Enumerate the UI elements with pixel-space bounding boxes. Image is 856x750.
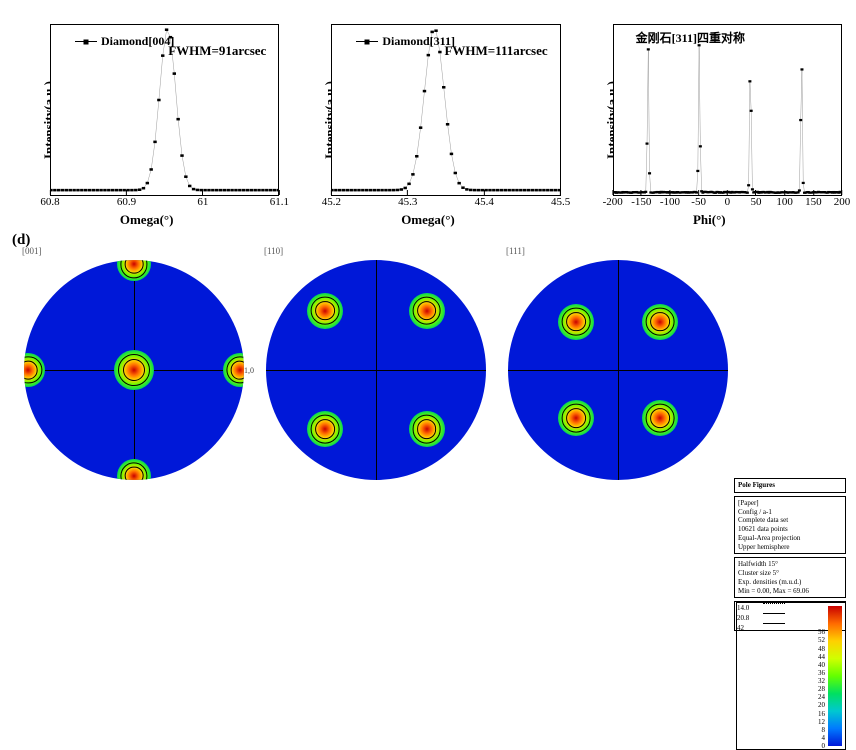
panel-c-plot bbox=[614, 25, 841, 195]
pole-spot bbox=[24, 353, 45, 387]
pf-title: [001] bbox=[22, 246, 42, 256]
colorbar-ticks: 048121620242832364044485256 bbox=[745, 606, 825, 746]
panel-a-xticks: 60.860.96161.1 bbox=[50, 196, 279, 210]
panel-b-xlabel: Omega(°) bbox=[401, 212, 455, 228]
colorbar-gradient bbox=[828, 606, 842, 746]
panel-b-plot bbox=[332, 25, 559, 195]
pf-meta-title: Pole Figures bbox=[734, 478, 846, 493]
pole-figure-2: [111] bbox=[500, 246, 736, 516]
pf-meta-box1: [Paper]Config / a-1Complete data set1062… bbox=[734, 496, 846, 555]
colorbar: 048121620242832364044485256 bbox=[736, 602, 846, 750]
panel-a: (a) Intensity(a.u.) Diamond[004] FWHM=91… bbox=[6, 10, 287, 230]
pole-spot bbox=[307, 411, 343, 447]
panel-b: (b) Intensity(a.u.) Diamond[311] FWHM=11… bbox=[287, 10, 568, 230]
pole-spot bbox=[642, 400, 678, 436]
panel-b-axes: Diamond[311] FWHM=111arcsec bbox=[331, 24, 560, 196]
pole-figure-0: [001]1,0 bbox=[16, 246, 252, 516]
pf-title: [110] bbox=[264, 246, 283, 256]
pf-meta-box2: Halfwidth 15°Cluster size 5°Exp. densiti… bbox=[734, 557, 846, 598]
panel-c-xticks: -200-150-100-50050100150200 bbox=[613, 196, 842, 210]
pole-spot bbox=[223, 353, 244, 387]
pole-spot bbox=[117, 459, 151, 480]
pf-disc bbox=[266, 260, 486, 480]
pole-spot bbox=[558, 304, 594, 340]
panel-c-axes: 金刚石[311]四重对称 bbox=[613, 24, 842, 196]
panel-a-axes: Diamond[004] FWHM=91arcsec bbox=[50, 24, 279, 196]
bottom-row: (d) [001]1,0[110][111] Pole Figures [Pap… bbox=[6, 232, 850, 520]
pole-spot bbox=[307, 293, 343, 329]
panel-b-xticks: 45.245.345.445.5 bbox=[331, 196, 560, 210]
pf-title: [111] bbox=[506, 246, 525, 256]
pole-figure-1: [110] bbox=[258, 246, 494, 516]
top-row: (a) Intensity(a.u.) Diamond[004] FWHM=91… bbox=[6, 10, 850, 230]
pole-spot bbox=[409, 293, 445, 329]
panel-a-xlabel: Omega(°) bbox=[120, 212, 174, 228]
pf-disc bbox=[24, 260, 244, 480]
pole-figure-strip: [001]1,0 [110] [111] bbox=[16, 246, 736, 516]
pole-spot bbox=[558, 400, 594, 436]
pole-spot bbox=[409, 411, 445, 447]
pole-spot bbox=[117, 260, 151, 281]
panel-c-xlabel: Phi(°) bbox=[693, 212, 726, 228]
pole-spot bbox=[114, 350, 154, 390]
pf-disc bbox=[508, 260, 728, 480]
pole-spot bbox=[642, 304, 678, 340]
figure-root: (a) Intensity(a.u.) Diamond[004] FWHM=91… bbox=[0, 0, 856, 526]
panel-a-plot bbox=[51, 25, 278, 195]
panel-c: (c) Intensity(a.u.) 金刚石[311]四重对称 -200-15… bbox=[569, 10, 850, 230]
